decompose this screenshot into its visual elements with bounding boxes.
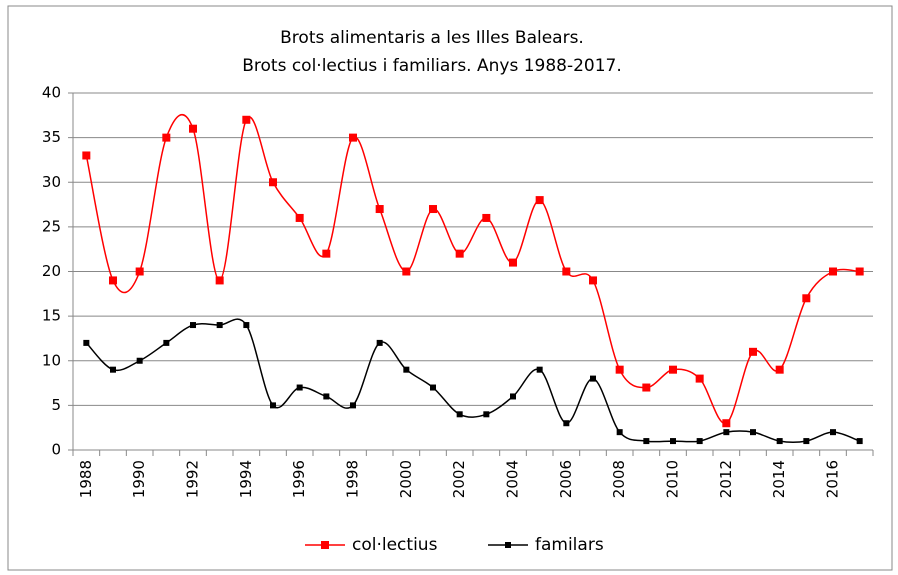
legend-label: col·lectius	[352, 535, 438, 555]
series-marker	[695, 374, 704, 383]
x-tick-label: 1988	[77, 460, 95, 498]
series-marker	[82, 151, 91, 160]
series-marker	[855, 267, 864, 276]
series-marker	[322, 249, 331, 258]
series-marker	[642, 383, 651, 392]
series-marker	[402, 267, 411, 276]
series-marker	[856, 438, 863, 445]
series-marker	[375, 205, 384, 214]
y-tick-label: 35	[42, 128, 61, 146]
series-marker	[562, 267, 571, 276]
x-tick-label: 2014	[770, 460, 788, 498]
series-marker	[696, 438, 703, 445]
y-tick-label: 10	[42, 351, 61, 369]
series-marker	[669, 365, 677, 374]
series-marker	[670, 438, 676, 445]
legend-marker	[505, 542, 511, 548]
legend-label: familars	[535, 535, 604, 555]
series-marker	[403, 366, 410, 373]
legend-marker	[321, 541, 329, 549]
series-marker	[509, 258, 517, 267]
series-marker	[216, 322, 223, 329]
x-tick-label: 1992	[184, 460, 202, 498]
x-tick-label: 1996	[290, 460, 308, 498]
x-tick-label: 2008	[610, 460, 628, 498]
series-marker	[456, 411, 463, 418]
series-marker	[802, 294, 811, 303]
series-marker	[750, 429, 756, 436]
series-marker	[350, 402, 356, 409]
series-marker	[162, 133, 171, 142]
series-marker	[482, 213, 491, 222]
series-marker	[243, 322, 250, 329]
series-marker	[110, 366, 116, 373]
series-marker	[536, 366, 543, 373]
x-tick-label: 1998	[344, 460, 362, 498]
chart-title: Brots col·lectius i familiars. Anys 1988…	[242, 56, 622, 76]
series-marker	[589, 276, 597, 285]
x-tick-label: 2012	[717, 460, 735, 498]
series-marker	[190, 322, 196, 329]
series-marker	[135, 267, 144, 276]
y-tick-label: 0	[51, 441, 61, 459]
series-marker	[296, 384, 303, 391]
y-tick-label: 40	[42, 84, 61, 102]
series-marker	[189, 124, 197, 133]
series-marker	[616, 429, 623, 436]
series-marker	[242, 115, 251, 124]
series-marker	[830, 429, 836, 436]
series-marker	[535, 196, 544, 205]
x-tick-label: 2004	[504, 460, 522, 498]
y-tick-label: 20	[42, 262, 61, 280]
y-tick-label: 15	[42, 307, 61, 325]
series-marker	[749, 347, 757, 356]
x-tick-label: 1994	[237, 460, 255, 498]
series-marker	[723, 429, 730, 436]
x-tick-label: 2006	[557, 460, 575, 498]
series-marker	[803, 438, 810, 445]
series-marker	[563, 420, 570, 427]
series-marker	[323, 393, 330, 400]
series-marker	[455, 249, 464, 258]
series-marker	[510, 393, 516, 400]
series-marker	[776, 438, 783, 445]
series-marker	[483, 411, 490, 418]
series-marker	[615, 365, 624, 374]
series-marker	[775, 365, 784, 374]
chart-title: Brots alimentaris a les Illes Balears.	[280, 28, 584, 48]
series-marker	[215, 276, 224, 285]
series-marker	[163, 339, 170, 346]
series-marker	[83, 339, 90, 346]
series-marker	[590, 375, 596, 382]
y-tick-label: 30	[42, 173, 61, 191]
series-marker	[376, 339, 383, 346]
series-marker	[429, 205, 437, 214]
series-marker	[270, 402, 276, 409]
series-marker	[430, 384, 436, 391]
series-marker	[269, 178, 277, 187]
series-marker	[643, 438, 650, 445]
chart-border	[7, 5, 893, 571]
series-marker	[829, 267, 837, 276]
series-marker	[109, 276, 117, 285]
series-marker	[722, 419, 731, 428]
x-tick-label: 2010	[664, 460, 682, 498]
series-marker	[136, 357, 143, 364]
y-tick-label: 25	[42, 217, 61, 235]
series-marker	[295, 213, 304, 222]
x-tick-label: 2002	[450, 460, 468, 498]
series-marker	[349, 133, 357, 142]
x-tick-label: 1990	[130, 460, 148, 498]
x-tick-label: 2016	[824, 460, 842, 498]
y-tick-label: 5	[51, 396, 61, 414]
x-tick-label: 2000	[397, 460, 415, 498]
